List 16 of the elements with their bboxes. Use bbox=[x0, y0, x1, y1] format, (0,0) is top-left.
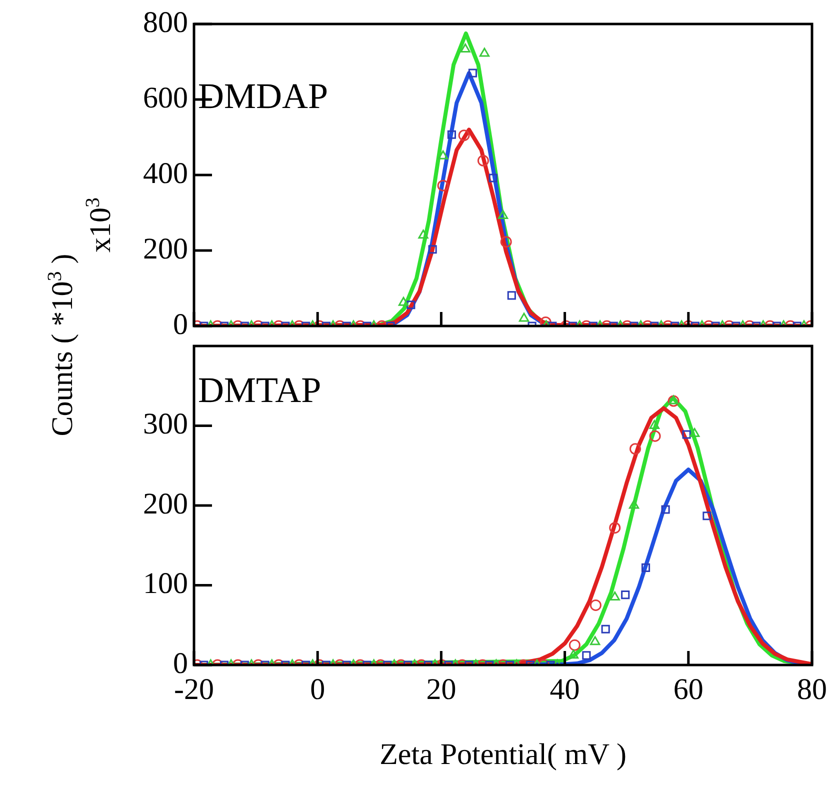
y-tick-label: 800 bbox=[143, 6, 188, 39]
y-tick-label: 100 bbox=[143, 567, 188, 600]
y-tick-label: 400 bbox=[143, 156, 188, 190]
x-tick-label: 60 bbox=[673, 672, 704, 706]
x-tick-label: 0 bbox=[310, 672, 326, 706]
annotation: DMTAP bbox=[198, 370, 322, 410]
x-tick-label: 40 bbox=[550, 672, 580, 706]
y-tick-label: 300 bbox=[143, 408, 188, 441]
y-tick-label: 200 bbox=[143, 232, 188, 266]
x-axis-title: Zeta Potential( mV ) bbox=[380, 738, 626, 771]
y-tick-label: 0 bbox=[173, 308, 188, 341]
y-tick-label: 600 bbox=[143, 81, 188, 114]
annotation: DMDAP bbox=[198, 76, 328, 116]
x-tick-label: 80 bbox=[797, 672, 827, 706]
x-tick-label: 20 bbox=[426, 672, 456, 706]
y-tick-label: 200 bbox=[143, 487, 188, 520]
